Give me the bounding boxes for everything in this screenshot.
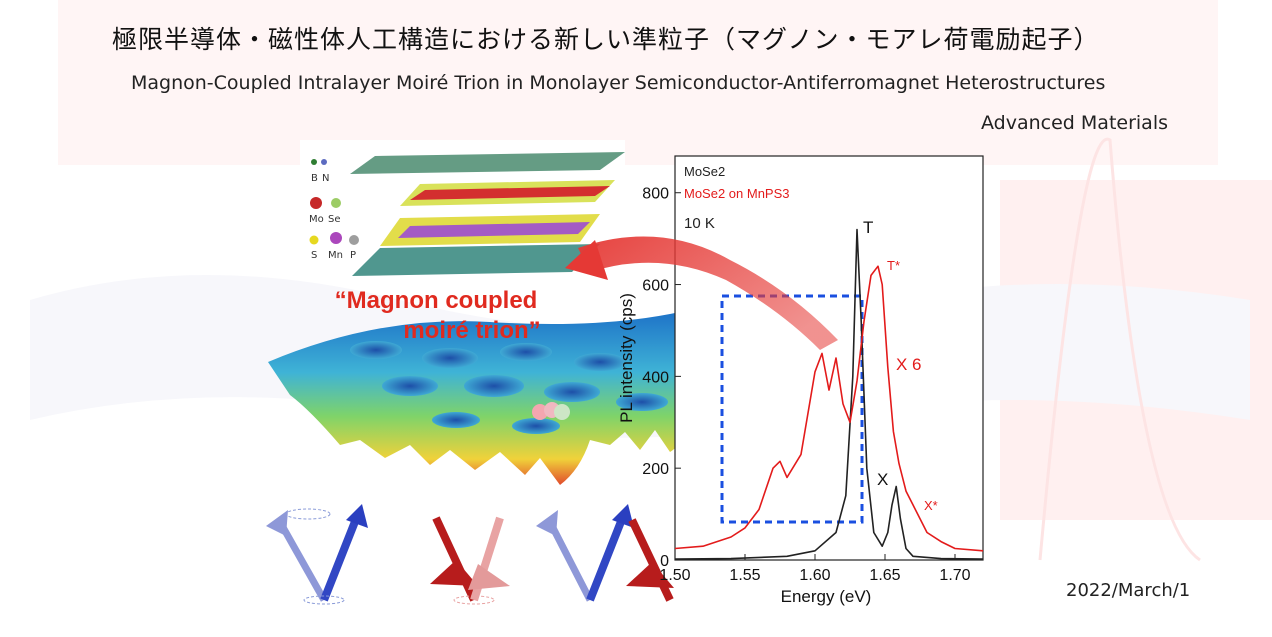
spin-arrow-head xyxy=(626,562,674,588)
y-tick-label: 800 xyxy=(642,186,669,203)
peak-label-x-star: X* xyxy=(924,498,938,513)
pl-spectrum-chart: 1.50 1.55 1.60 1.65 1.70 0 200 400 600 800 MoSe2 … xyxy=(617,155,984,606)
moire-pit xyxy=(432,412,480,428)
precession-circle xyxy=(453,595,495,605)
hbn-bottom-layer xyxy=(352,244,600,276)
spin-arrow-head xyxy=(346,504,368,528)
peak-label-t: T xyxy=(863,218,873,237)
spin-arrow-head xyxy=(536,510,558,536)
legend-b: B xyxy=(311,173,318,184)
trion-particle-icon xyxy=(554,404,570,420)
spin-arrow-head xyxy=(266,510,288,536)
moire-potential-surface xyxy=(268,312,700,485)
journal-name: Advanced Materials xyxy=(981,112,1168,134)
sulfur-atom-icon xyxy=(309,235,319,245)
overlay-quote-line2: moiré trion” xyxy=(403,317,540,344)
figure-canvas: B N Mo Se S Mn P xyxy=(266,140,984,606)
y-tick-label: 400 xyxy=(642,369,669,386)
legend-se: Se xyxy=(328,214,341,225)
plot-area xyxy=(674,155,984,561)
legend-mose2-on-mnps3: MoSe2 on MnPS3 xyxy=(684,186,790,201)
axis-ticks: 1.50 1.55 1.60 1.65 1.70 0 200 400 600 800 xyxy=(642,186,970,584)
x-axis-label: Energy (eV) xyxy=(781,587,872,606)
peak-label-t-star: T* xyxy=(887,258,900,273)
mnps3-mn-row xyxy=(398,222,590,238)
moire-pit xyxy=(422,348,478,368)
selenium-atom-icon xyxy=(331,198,341,208)
curved-arrow-icon xyxy=(578,236,838,350)
spin-arrow-head xyxy=(612,504,634,528)
background-header-band xyxy=(58,0,1218,165)
legend-p: P xyxy=(350,250,356,261)
overlay-quote-line1: “Magnon coupled xyxy=(335,287,538,314)
publication-date: 2022/March/1 xyxy=(1066,580,1191,601)
legend-mo: Mo xyxy=(309,214,324,225)
legend-mn: Mn xyxy=(328,250,343,261)
trion-particle-icon xyxy=(532,404,548,420)
x-tick-label: 1.50 xyxy=(659,567,690,584)
page-title-japanese: 極限半導体・磁性体人工構造における新しい準粒子（マグノン・モアレ荷電励起子） xyxy=(112,25,1100,54)
atom-legend: B N Mo Se S Mn P xyxy=(309,159,359,261)
hbn-top-layer xyxy=(350,152,625,174)
moire-pit xyxy=(382,376,438,396)
x-tick-label: 1.60 xyxy=(799,567,830,584)
spin-arrows xyxy=(266,504,674,605)
paper-title-english: Magnon-Coupled Intralayer Moiré Trion in… xyxy=(131,72,1106,94)
spin-arrow-red xyxy=(432,516,478,602)
precession-circle xyxy=(285,508,331,520)
moire-pit xyxy=(616,393,668,411)
moire-pit xyxy=(464,375,524,397)
moire-pit xyxy=(574,353,626,371)
precession-circle xyxy=(303,595,345,605)
molybdenum-atom-icon xyxy=(310,197,322,209)
x-tick-label: 1.65 xyxy=(869,567,900,584)
nitrogen-atom-icon xyxy=(321,159,327,165)
legend-s: S xyxy=(311,250,317,261)
x-tick-label: 1.55 xyxy=(729,567,760,584)
heterostructure-schematic xyxy=(300,140,625,280)
y-axis-label: PL intensity (cps) xyxy=(617,293,636,423)
figure: B N Mo Se S Mn P xyxy=(260,140,1000,614)
boron-atom-icon xyxy=(311,159,317,165)
phosphorus-atom-icon xyxy=(349,235,359,245)
mose2-mo-row xyxy=(410,186,610,200)
series-lines xyxy=(674,228,984,560)
moire-pit xyxy=(350,341,402,359)
y-tick-label: 200 xyxy=(642,461,669,478)
moire-pit xyxy=(500,343,552,361)
y-tick-label: 0 xyxy=(660,553,669,570)
highlight-box xyxy=(720,294,864,524)
moire-pit xyxy=(512,418,560,434)
spin-arrow-blue xyxy=(276,520,328,602)
series-line-mose2-on-mnps3 xyxy=(674,265,984,552)
curved-arrow-head xyxy=(565,240,608,280)
legend-n: N xyxy=(322,173,329,184)
background-curve-echo xyxy=(1038,137,1201,562)
spin-arrow-head xyxy=(430,560,478,586)
spin-arrow-blue xyxy=(320,512,362,602)
legend-temperature: 10 K xyxy=(684,215,715,232)
y-tick-label: 600 xyxy=(642,278,669,295)
moire-pit xyxy=(544,382,600,402)
spin-arrow-blue xyxy=(586,512,628,602)
peak-label-x: X xyxy=(877,470,888,489)
x-tick-label: 1.70 xyxy=(939,567,970,584)
spin-arrow-blue xyxy=(546,520,594,602)
scale-factor-label: X 6 xyxy=(896,355,922,374)
series-line-mose2 xyxy=(674,228,984,560)
spin-arrow-head xyxy=(468,564,510,590)
manganese-atom-icon xyxy=(330,232,342,244)
legend-mose2: MoSe2 xyxy=(684,164,725,179)
